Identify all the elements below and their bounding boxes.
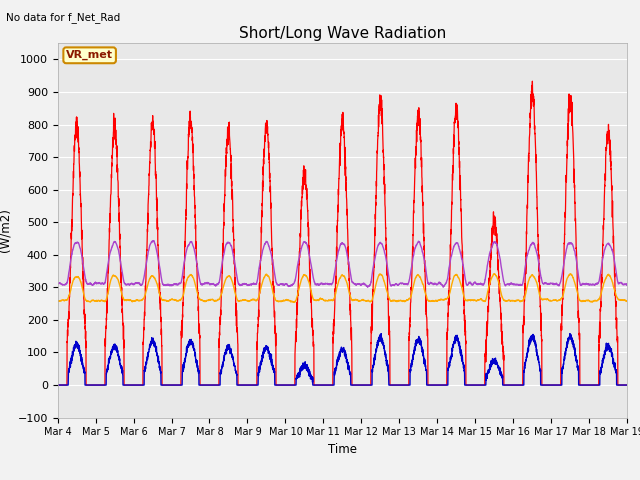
- LW in: [156, 293, 164, 299]
- LW out: [150, 238, 157, 243]
- Text: No data for f_Net_Rad: No data for f_Net_Rad: [6, 12, 121, 23]
- Line: LW out: LW out: [58, 240, 627, 287]
- SW out: [470, 382, 478, 388]
- Line: SW in: SW in: [58, 81, 627, 385]
- SW in: [156, 289, 164, 295]
- SW in: [439, 382, 447, 388]
- Line: LW in: LW in: [58, 274, 627, 302]
- LW out: [470, 280, 478, 286]
- LW in: [503, 298, 511, 304]
- LW out: [623, 281, 631, 287]
- LW in: [623, 299, 630, 304]
- SW out: [54, 382, 61, 388]
- LW in: [290, 300, 298, 305]
- LW in: [490, 271, 498, 277]
- LW in: [321, 298, 329, 304]
- SW out: [502, 382, 510, 388]
- LW out: [54, 281, 61, 287]
- SW in: [321, 382, 329, 388]
- LW out: [321, 281, 329, 287]
- SW in: [502, 382, 510, 388]
- SW out: [623, 382, 631, 388]
- Title: Short/Long Wave Radiation: Short/Long Wave Radiation: [239, 25, 446, 41]
- X-axis label: Time: Time: [328, 443, 357, 456]
- SW out: [156, 367, 164, 373]
- Line: SW out: SW out: [58, 334, 627, 385]
- LW out: [623, 281, 630, 287]
- LW in: [623, 298, 631, 304]
- Text: VR_met: VR_met: [66, 50, 113, 60]
- LW out: [156, 266, 164, 272]
- Y-axis label: (W/m2): (W/m2): [0, 208, 12, 252]
- SW in: [470, 382, 478, 388]
- LW out: [503, 282, 511, 288]
- LW in: [470, 297, 478, 303]
- LW out: [440, 284, 447, 290]
- LW out: [439, 283, 447, 288]
- SW out: [439, 382, 447, 388]
- SW out: [321, 382, 329, 388]
- SW out: [623, 382, 630, 388]
- SW in: [623, 382, 630, 388]
- SW in: [623, 382, 631, 388]
- LW in: [54, 299, 61, 304]
- SW in: [529, 78, 536, 84]
- SW in: [54, 382, 61, 388]
- SW out: [566, 331, 574, 336]
- LW in: [439, 297, 447, 302]
